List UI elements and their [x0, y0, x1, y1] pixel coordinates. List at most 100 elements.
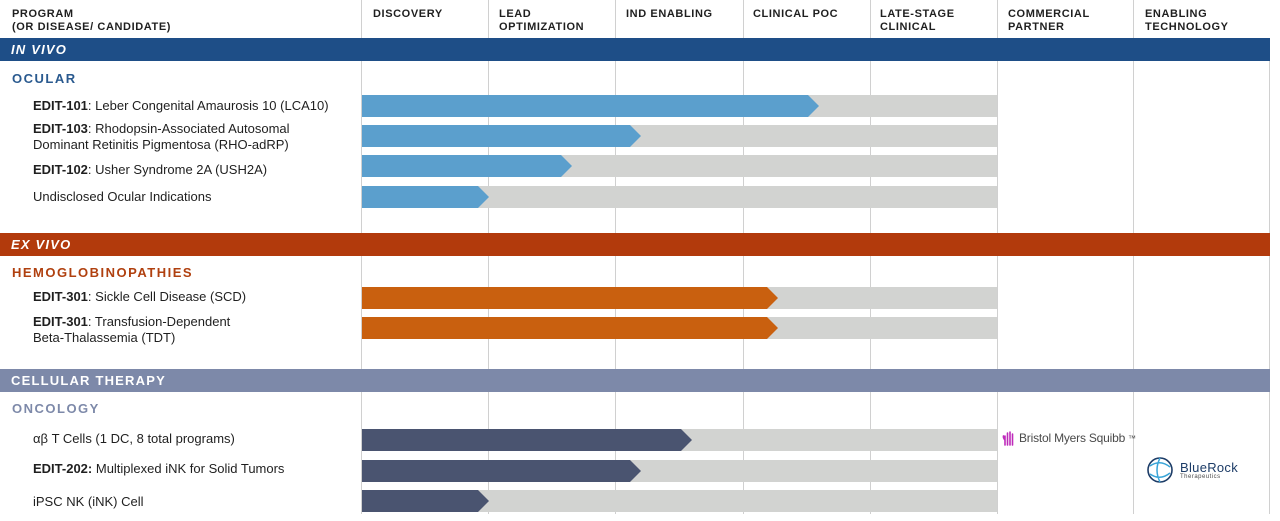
phase-header-line2: OPTIMIZATION	[499, 21, 585, 33]
program-header-label: PROGRAM	[12, 8, 74, 20]
grid-line	[743, 392, 744, 514]
bluerock-sub: Therapeutics	[1180, 473, 1221, 480]
progress-arrow	[362, 125, 641, 147]
program-label: αβ T Cells (1 DC, 8 total programs)	[33, 431, 235, 447]
hemoglobinopathies-subheading: HEMOGLOBINOPATHIES	[12, 265, 194, 280]
grid-line	[743, 256, 744, 369]
grid-line	[1133, 61, 1134, 233]
progress-arrow	[362, 429, 692, 451]
program-indication: : Transfusion-Dependent	[87, 314, 231, 329]
cellular-therapy-band: CELLULAR THERAPY	[0, 369, 1270, 392]
ocular-subheading: OCULAR	[12, 71, 77, 86]
bluerock-therapeutics-logo: BlueRock Therapeutics	[1146, 455, 1238, 485]
column-divider	[488, 0, 489, 38]
grid-line	[743, 61, 744, 233]
program-label: EDIT-102: Usher Syndrome 2A (USH2A)	[33, 162, 267, 178]
phase-header-line1: LATE-STAGE	[880, 8, 955, 20]
program-label: iPSC NK (iNK) Cell	[33, 494, 144, 510]
grid-line	[361, 61, 362, 233]
program-label: EDIT-301: Sickle Cell Disease (SCD)	[33, 289, 246, 305]
phase-header-line1: CLINICAL POC	[753, 8, 839, 20]
program-indication: Multiplexed iNK for Solid Tumors	[92, 461, 285, 476]
grid-line	[997, 392, 998, 514]
program-label: Undisclosed Ocular Indications	[33, 189, 211, 205]
grid-line	[488, 392, 489, 514]
grid-line	[870, 392, 871, 514]
bms-name: Bristol Myers Squibb	[1019, 431, 1126, 445]
program-code: EDIT-301	[33, 289, 88, 304]
phase-header: COMMERCIAL PARTNER	[1008, 8, 1090, 34]
column-divider	[870, 0, 871, 38]
column-divider	[361, 0, 362, 38]
grid-line	[488, 256, 489, 369]
program-indication: : Usher Syndrome 2A (USH2A)	[87, 162, 268, 177]
program-code: EDIT-202:	[33, 461, 93, 476]
bluerock-name: BlueRock	[1180, 459, 1239, 475]
bristol-myers-squibb-logo: Bristol Myers Squibb ™	[1002, 430, 1136, 446]
phase-header: ENABLING TECHNOLOGY	[1145, 8, 1229, 34]
column-divider	[615, 0, 616, 38]
program-code: EDIT-101	[33, 98, 88, 113]
bms-trademark: ™	[1128, 433, 1136, 443]
grid-line	[615, 392, 616, 514]
program-code: EDIT-301	[33, 314, 88, 329]
bluerock-globe-icon	[1147, 457, 1173, 483]
progress-arrow	[362, 460, 641, 482]
program-label: EDIT-301: Transfusion-Dependent Beta-Thal…	[33, 314, 230, 346]
program-indication-line2: Dominant Retinitis Pigmentosa (RHO-adRP)	[33, 137, 289, 152]
phase-header: LEAD OPTIMIZATION	[499, 8, 584, 34]
grid-line	[615, 61, 616, 233]
grid-line	[361, 256, 362, 369]
progress-arrow	[362, 287, 778, 309]
program-indication: : Sickle Cell Disease (SCD)	[87, 289, 247, 304]
phase-header: DISCOVERY	[373, 8, 443, 21]
phase-header-line1: LEAD	[499, 8, 532, 20]
program-column-header: PROGRAM (OR DISEASE/ CANDIDATE)	[12, 8, 171, 34]
grid-line	[488, 61, 489, 233]
column-divider	[743, 0, 744, 38]
pipeline-track	[362, 490, 997, 512]
in-vivo-band: IN VIVO	[0, 38, 1270, 61]
grid-line	[1269, 61, 1270, 233]
grid-line	[615, 256, 616, 369]
program-label: EDIT-202: Multiplexed iNK for Solid Tumo…	[33, 461, 284, 477]
grid-line	[1133, 392, 1134, 514]
program-label: EDIT-101: Leber Congenital Amaurosis 10 …	[33, 98, 329, 114]
grid-line	[997, 256, 998, 369]
phase-header-line2: CLINICAL	[880, 21, 937, 33]
program-indication: : Leber Congenital Amaurosis 10 (LCA10)	[87, 98, 329, 113]
program-code: EDIT-102	[33, 162, 88, 177]
pipeline-track	[362, 186, 997, 208]
program-indication: Undisclosed Ocular Indications	[33, 189, 212, 204]
column-divider	[1133, 0, 1134, 38]
progress-arrow	[362, 186, 489, 208]
program-indication: : Rhodopsin-Associated Autosomal	[87, 121, 290, 136]
ex-vivo-band: EX VIVO	[0, 233, 1270, 256]
phase-header-line1: IND ENABLING	[626, 8, 713, 20]
grid-line	[1133, 256, 1134, 369]
bms-hand-icon	[1002, 431, 1014, 446]
grid-line	[1269, 256, 1270, 369]
phase-header: CLINICAL POC	[753, 8, 838, 21]
grid-line	[997, 61, 998, 233]
phase-header-line1: COMMERCIAL	[1008, 8, 1090, 20]
phase-header-line1: DISCOVERY	[373, 8, 443, 20]
grid-line	[870, 256, 871, 369]
phase-header-line1: ENABLING	[1145, 8, 1208, 20]
phase-header-line2: PARTNER	[1008, 21, 1065, 33]
grid-line	[870, 61, 871, 233]
column-divider	[997, 0, 998, 38]
program-label: EDIT-103: Rhodopsin-Associated Autosomal…	[33, 121, 290, 153]
program-indication-line2: Beta-Thalassemia (TDT)	[33, 330, 176, 345]
progress-arrow	[362, 490, 489, 512]
oncology-subheading: ONCOLOGY	[12, 401, 100, 416]
phase-header: LATE-STAGE CLINICAL	[880, 8, 955, 34]
grid-line	[361, 392, 362, 514]
program-indication: αβ T Cells (1 DC, 8 total programs)	[33, 431, 235, 446]
progress-arrow	[362, 155, 572, 177]
phase-header-line2: TECHNOLOGY	[1145, 21, 1229, 33]
progress-arrow	[362, 95, 819, 117]
program-indication: iPSC NK (iNK) Cell	[33, 494, 144, 509]
program-code: EDIT-103	[33, 121, 88, 136]
grid-line	[1269, 392, 1270, 514]
